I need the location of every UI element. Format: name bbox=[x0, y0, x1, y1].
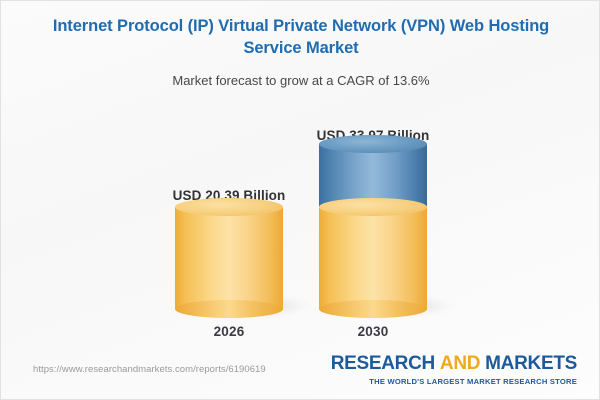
segment-wall bbox=[319, 144, 427, 207]
logo-word-and: AND bbox=[439, 353, 481, 374]
bar-category-label-2030: 2030 bbox=[357, 324, 389, 339]
bar-category-label-2026: 2026 bbox=[213, 324, 245, 339]
cylinder-2030 bbox=[319, 135, 427, 318]
cylinder-segment-base-2030 bbox=[319, 198, 427, 318]
page-title: Internet Protocol (IP) Virtual Private N… bbox=[52, 17, 550, 57]
segment-wall bbox=[319, 207, 427, 309]
header: Internet Protocol (IP) Virtual Private N… bbox=[1, 15, 599, 88]
logo-word-markets: MARKETS bbox=[485, 353, 577, 374]
logo-word-research: RESEARCH bbox=[330, 353, 436, 374]
segment-cap bbox=[319, 135, 427, 153]
segment-cap bbox=[319, 198, 427, 216]
page-subtitle: Market forecast to grow at a CAGR of 13.… bbox=[172, 73, 430, 88]
logo-tagline: THE WORLD'S LARGEST MARKET RESEARCH STOR… bbox=[369, 377, 577, 386]
footer: https://www.researchandmarkets.com/repor… bbox=[1, 343, 599, 399]
cylinder-segment-base-2026 bbox=[175, 198, 283, 318]
cylinder-segment-growth-2030 bbox=[319, 135, 427, 207]
source-url-link[interactable]: https://www.researchandmarkets.com/repor… bbox=[33, 364, 266, 375]
logo-wordmark: RESEARCH AND MARKETS bbox=[330, 353, 578, 375]
research-and-markets-logo[interactable]: RESEARCH AND MARKETS THE WORLD'S LARGEST… bbox=[330, 353, 578, 386]
cylinder-bar-chart: USD 20.39 Billion 2026 USD 33.97 Billion bbox=[1, 101, 599, 341]
cylinder-2026 bbox=[175, 198, 283, 318]
segment-foot bbox=[175, 300, 283, 318]
segment-wall bbox=[175, 207, 283, 309]
segment-foot bbox=[319, 300, 427, 318]
segment-cap bbox=[175, 198, 283, 216]
